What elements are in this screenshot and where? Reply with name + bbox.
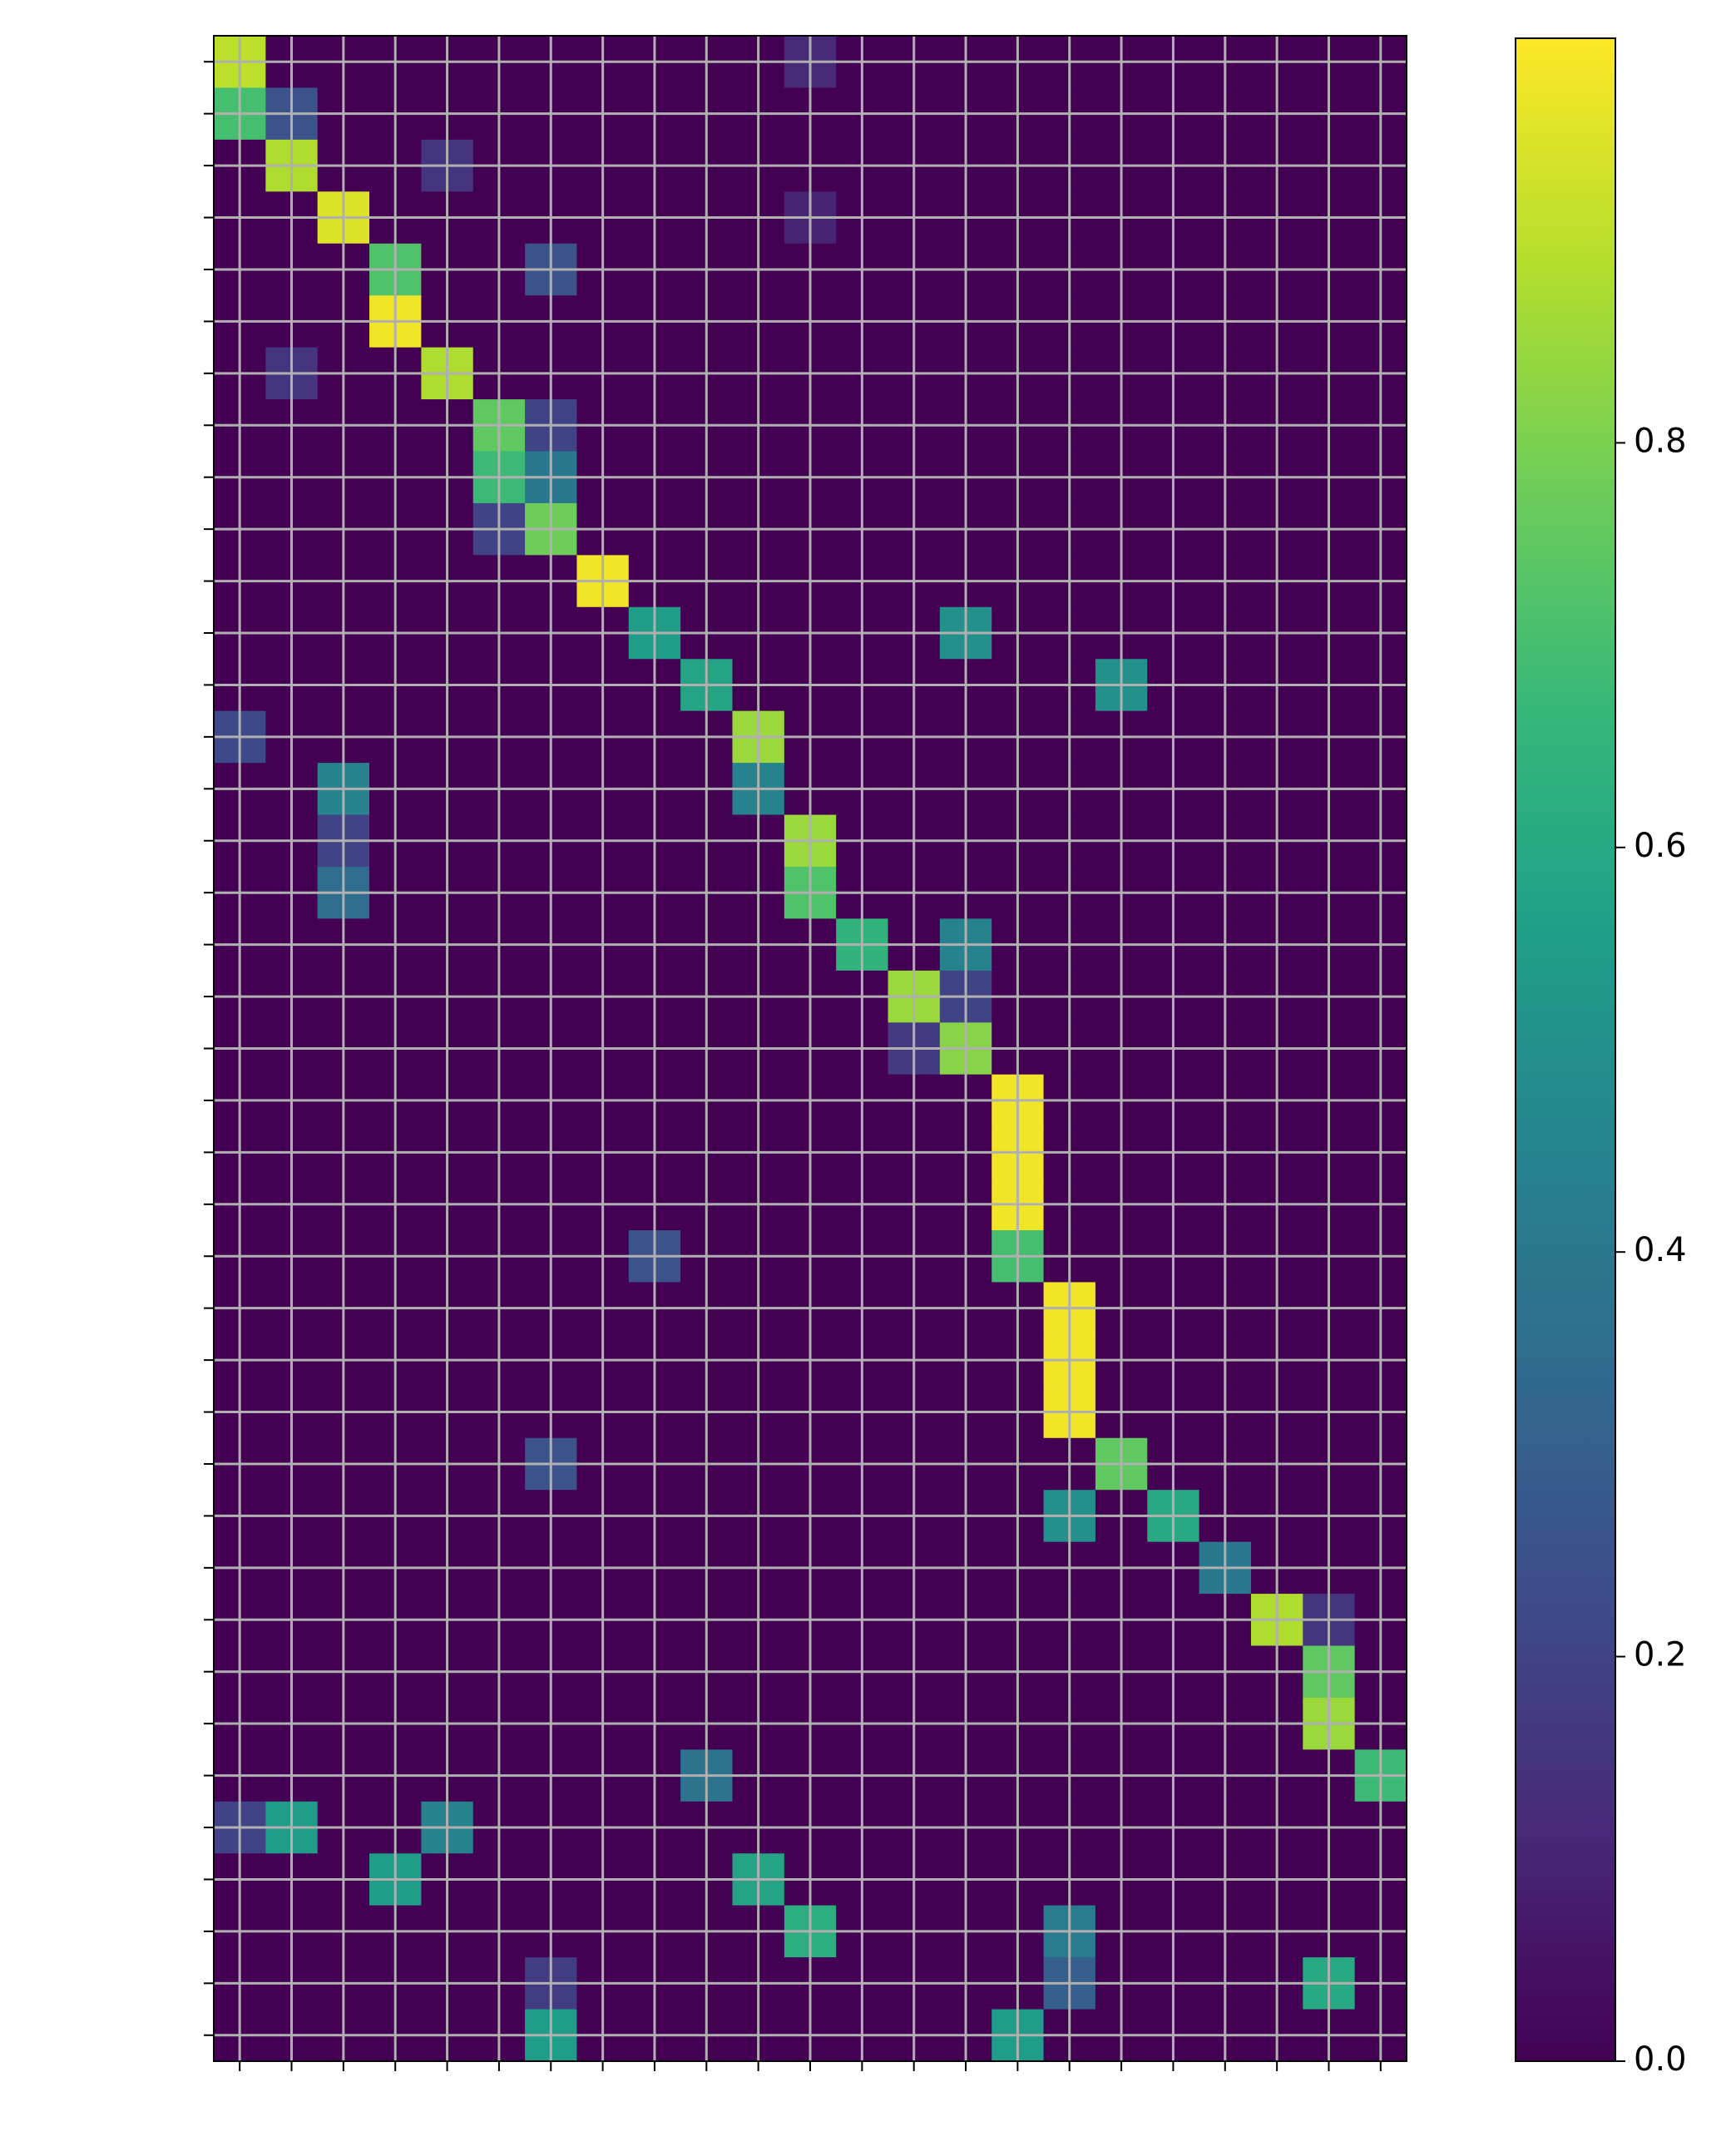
colorbar-tick-label: 0.4 — [1634, 1231, 1687, 1269]
colorbar-tick-label: 0.2 — [1634, 1636, 1687, 1674]
colorbar — [1515, 37, 1616, 2062]
colorbar-tick-label: 0.6 — [1634, 827, 1687, 865]
colorbar-tick-label: 0.8 — [1634, 422, 1687, 460]
plot-frame — [213, 35, 1407, 2062]
colorbar-tick-label: 0.0 — [1634, 2040, 1687, 2079]
